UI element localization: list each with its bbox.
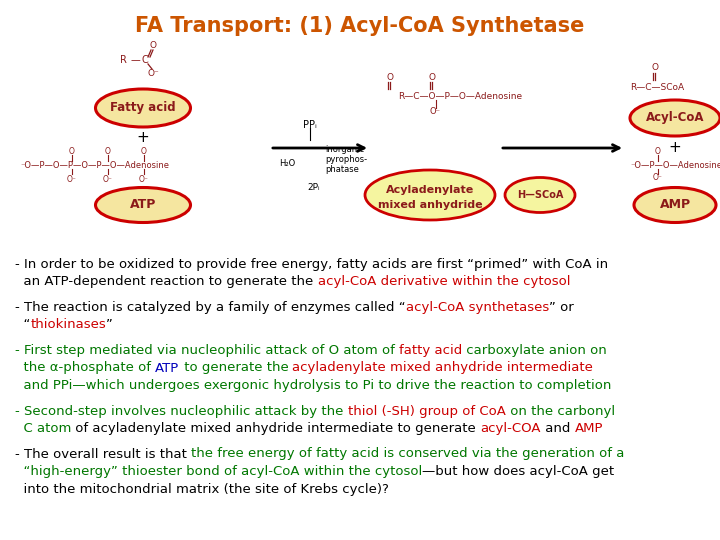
Ellipse shape [634, 187, 716, 222]
Text: O: O [105, 146, 111, 156]
Text: “high-energy” thioester bond of acyl-CoA within the cytosol: “high-energy” thioester bond of acyl-CoA… [15, 465, 422, 478]
Text: +: + [137, 131, 149, 145]
Text: O⁻: O⁻ [653, 173, 663, 183]
Ellipse shape [630, 100, 720, 136]
Text: R—C—O—P—O—Adenosine: R—C—O—P—O—Adenosine [398, 92, 522, 101]
Text: carboxylate anion on: carboxylate anion on [462, 344, 607, 357]
Text: R: R [120, 55, 127, 65]
Text: R—C—SCoA: R—C—SCoA [630, 84, 684, 92]
Text: H—SCoA: H—SCoA [517, 190, 563, 200]
Ellipse shape [505, 178, 575, 213]
Text: thiokinases: thiokinases [30, 319, 106, 332]
Text: mixed anhydride: mixed anhydride [378, 200, 482, 210]
Text: - First step mediated via nucleophilic attack of O atom of: - First step mediated via nucleophilic a… [15, 344, 399, 357]
Text: Acyladenylate: Acyladenylate [386, 185, 474, 195]
Text: Fatty acid: Fatty acid [110, 102, 176, 114]
Text: acyl-CoA synthetases: acyl-CoA synthetases [405, 301, 549, 314]
Text: PPᵢ: PPᵢ [303, 120, 317, 130]
Text: “: “ [15, 319, 30, 332]
Text: AMP: AMP [660, 199, 690, 212]
Text: pyrophos-: pyrophos- [325, 156, 367, 165]
Text: acyladenylate mixed anhydride intermediate: acyladenylate mixed anhydride intermedia… [292, 361, 593, 375]
Text: O: O [141, 146, 147, 156]
Text: O: O [428, 73, 436, 83]
Text: an ATP-dependent reaction to generate the: an ATP-dependent reaction to generate th… [15, 275, 318, 288]
Text: O: O [150, 42, 156, 51]
Text: AMP: AMP [575, 422, 603, 435]
Text: on the carbonyl: on the carbonyl [505, 404, 615, 417]
Text: O: O [387, 73, 394, 83]
Text: O⁻: O⁻ [103, 174, 113, 184]
Text: O: O [69, 146, 75, 156]
Text: —: — [130, 55, 140, 65]
Text: fatty acid: fatty acid [399, 344, 462, 357]
Text: - In order to be oxidized to provide free energy, fatty acids are first “primed”: - In order to be oxidized to provide fre… [15, 258, 608, 271]
Text: - The overall result is that: - The overall result is that [15, 448, 191, 461]
Ellipse shape [365, 170, 495, 220]
Text: O: O [652, 64, 659, 72]
Text: acyl-COA: acyl-COA [480, 422, 541, 435]
Text: 2Pᵢ: 2Pᵢ [307, 184, 320, 192]
Ellipse shape [96, 187, 191, 222]
Text: +: + [669, 140, 681, 156]
Text: inorganic: inorganic [325, 145, 364, 154]
Text: and: and [541, 422, 575, 435]
Text: ATP: ATP [130, 199, 156, 212]
Text: FA Transport: (1) Acyl-CoA Synthetase: FA Transport: (1) Acyl-CoA Synthetase [135, 16, 585, 36]
Text: - Second-step involves nucleophilic attack by the: - Second-step involves nucleophilic atta… [15, 404, 348, 417]
Text: acyl-CoA derivative within the cytosol: acyl-CoA derivative within the cytosol [318, 275, 570, 288]
Text: ATP: ATP [156, 361, 179, 375]
Text: O⁻: O⁻ [67, 174, 77, 184]
Text: C: C [142, 55, 148, 65]
Text: O⁻: O⁻ [147, 70, 159, 78]
Text: —but how does acyl-CoA get: —but how does acyl-CoA get [422, 465, 614, 478]
Ellipse shape [96, 89, 191, 127]
Text: of acyladenylate mixed anhydride intermediate to generate: of acyladenylate mixed anhydride interme… [71, 422, 480, 435]
Text: C atom: C atom [15, 422, 71, 435]
Text: Acyl-CoA: Acyl-CoA [646, 111, 704, 125]
Text: the free energy of fatty acid is conserved via the generation of a: the free energy of fatty acid is conserv… [191, 448, 624, 461]
Text: O: O [655, 147, 661, 157]
Text: ⁻O—P—O—P—O—P—O—Adenosine: ⁻O—P—O—P—O—P—O—Adenosine [20, 160, 169, 170]
Text: O⁻: O⁻ [430, 107, 441, 117]
Text: ⁻O—P—O—Adenosine: ⁻O—P—O—Adenosine [630, 160, 720, 170]
Text: to generate the: to generate the [179, 361, 292, 375]
Text: H₂O: H₂O [279, 159, 295, 167]
Text: the α-phosphate of: the α-phosphate of [15, 361, 156, 375]
Text: phatase: phatase [325, 165, 359, 174]
Text: O⁻: O⁻ [139, 174, 149, 184]
Text: - The reaction is catalyzed by a family of enzymes called “: - The reaction is catalyzed by a family … [15, 301, 405, 314]
Text: ”: ” [106, 319, 113, 332]
Text: thiol (-SH) group of CoA: thiol (-SH) group of CoA [348, 404, 505, 417]
Text: into the mitochondrial matrix (the site of Krebs cycle)?: into the mitochondrial matrix (the site … [15, 483, 389, 496]
Text: and PPi—which undergoes exergonic hydrolysis to Pi to drive the reaction to comp: and PPi—which undergoes exergonic hydrol… [15, 379, 611, 392]
Text: ” or: ” or [549, 301, 574, 314]
